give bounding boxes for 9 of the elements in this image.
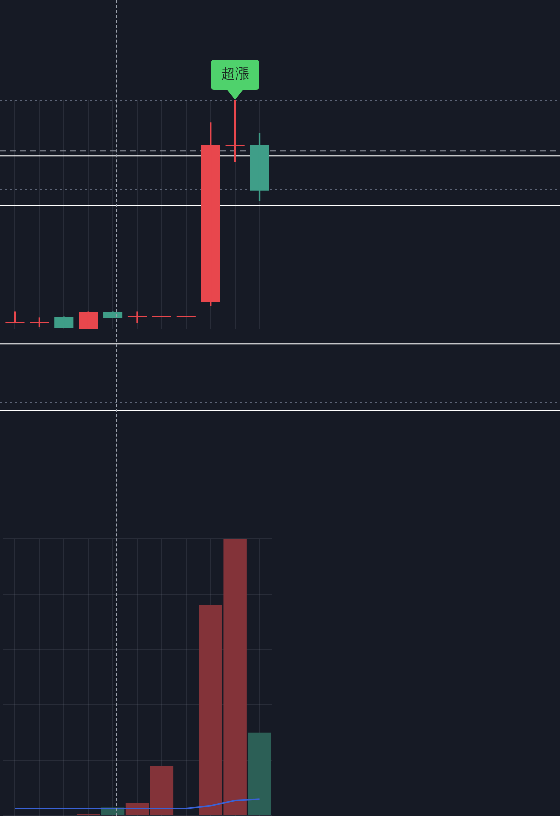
text: 超漲 bbox=[221, 66, 250, 83]
candlestick bbox=[54, 316, 74, 328]
bar bbox=[248, 732, 272, 816]
candlestick bbox=[201, 122, 220, 306]
candlestick bbox=[6, 312, 25, 324]
candlestick bbox=[30, 318, 50, 328]
candlestick bbox=[250, 134, 270, 202]
candlestick bbox=[79, 312, 98, 329]
candlestick bbox=[226, 100, 245, 162]
